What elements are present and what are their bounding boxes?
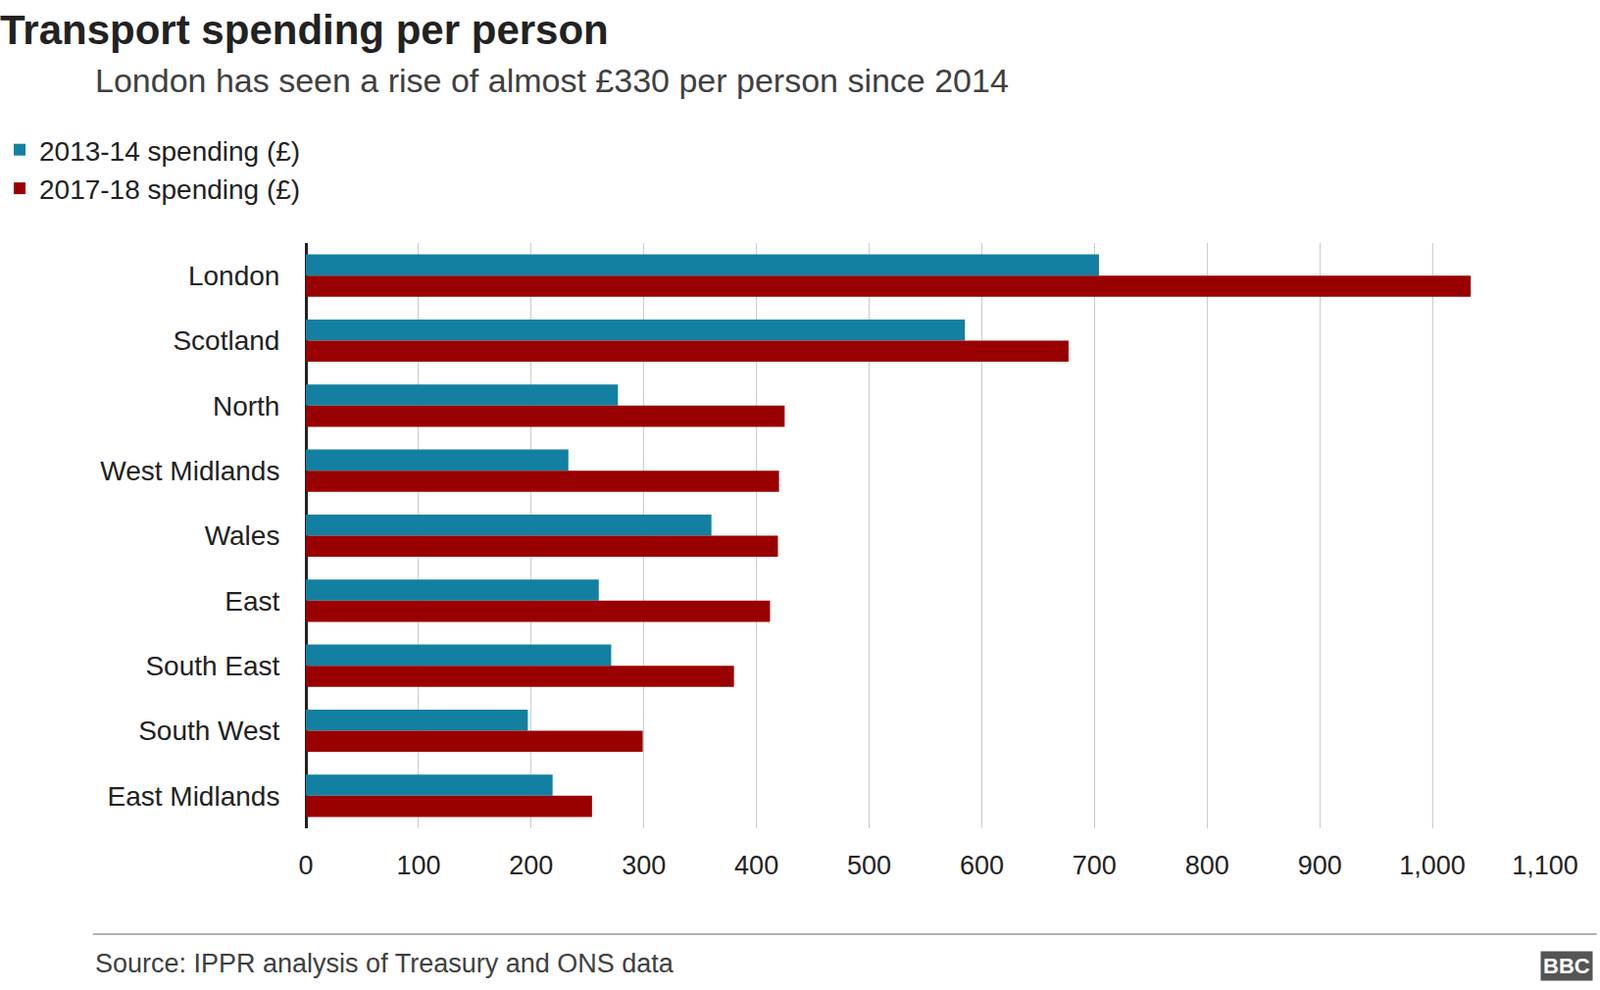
svg-text:1,100: 1,100 bbox=[1511, 850, 1579, 881]
svg-text:700: 700 bbox=[1072, 850, 1117, 881]
svg-text:Wales: Wales bbox=[204, 520, 281, 551]
svg-text:800: 800 bbox=[1185, 850, 1230, 881]
svg-text:East: East bbox=[224, 586, 280, 617]
svg-text:400: 400 bbox=[734, 850, 779, 881]
svg-text:300: 300 bbox=[621, 850, 666, 881]
svg-text:900: 900 bbox=[1298, 850, 1343, 881]
svg-text:North: North bbox=[212, 391, 280, 422]
svg-text:1,000: 1,000 bbox=[1399, 850, 1466, 881]
svg-text:West Midlands: West Midlands bbox=[100, 455, 280, 487]
svg-text:South West: South West bbox=[138, 715, 280, 747]
svg-text:2013-14 spending (£): 2013-14 spending (£) bbox=[39, 136, 300, 167]
svg-text:Source: IPPR analysis of Treas: Source: IPPR analysis of Treasury and ON… bbox=[95, 949, 675, 979]
svg-text:London: London bbox=[188, 260, 280, 292]
svg-text:600: 600 bbox=[959, 850, 1004, 881]
svg-text:200: 200 bbox=[508, 850, 553, 881]
svg-text:South East: South East bbox=[145, 650, 280, 682]
svg-text:100: 100 bbox=[396, 850, 441, 881]
svg-text:Scotland: Scotland bbox=[172, 325, 280, 356]
svg-text:Transport spending per person: Transport spending per person bbox=[0, 6, 609, 53]
svg-text:500: 500 bbox=[847, 850, 892, 881]
svg-text:East Midlands: East Midlands bbox=[107, 781, 281, 812]
svg-text:London has seen a rise of almo: London has seen a rise of almost £330 pe… bbox=[95, 61, 1009, 100]
svg-text:BBC: BBC bbox=[1543, 953, 1591, 979]
svg-text:2017-18 spending (£): 2017-18 spending (£) bbox=[39, 174, 300, 205]
svg-text:0: 0 bbox=[298, 850, 313, 881]
